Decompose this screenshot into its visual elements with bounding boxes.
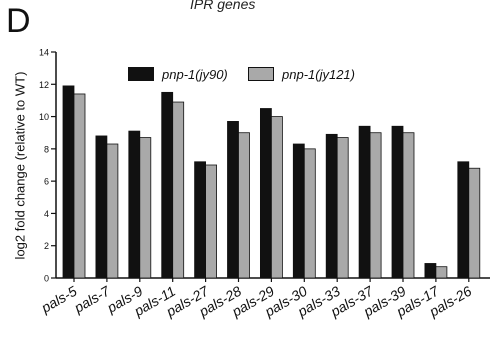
bar-1 — [424, 263, 437, 279]
bar-1 — [259, 108, 272, 279]
bar-2 — [270, 116, 283, 279]
bar-2 — [468, 167, 481, 279]
legend-item-series-2: pnp-1(jy121) — [248, 66, 355, 82]
bar-2 — [336, 137, 349, 279]
bar-2 — [139, 137, 152, 279]
bar-1 — [95, 135, 108, 279]
bar-1 — [161, 91, 174, 279]
bar-2 — [369, 132, 382, 279]
x-tick-label: pals-5 — [38, 283, 80, 317]
legend-label-series-1: pnp-1(jy90) — [162, 66, 228, 82]
bar-2 — [238, 132, 250, 279]
y-tick-label: 4 — [44, 209, 49, 219]
bar-1 — [292, 143, 305, 279]
bar-1 — [194, 161, 207, 279]
y-tick-label: 6 — [44, 177, 49, 187]
y-tick-label: 0 — [44, 274, 49, 284]
bar-2 — [172, 101, 185, 279]
bar-1 — [128, 130, 141, 279]
chart-title: IPR genes — [190, 0, 256, 12]
legend-item-series-1: pnp-1(jy90) — [128, 66, 228, 82]
bar-1 — [62, 85, 75, 279]
bar-2 — [205, 164, 218, 279]
bar-2 — [73, 93, 86, 279]
legend-label-series-2: pnp-1(jy121) — [282, 66, 355, 82]
y-axis-label: log2 fold change (relative to WT) — [12, 71, 28, 259]
bar-1 — [325, 133, 338, 279]
y-tick-label: 2 — [44, 241, 49, 251]
bar-2 — [303, 148, 316, 279]
bar-2 — [106, 143, 119, 279]
y-tick-label: 10 — [39, 112, 49, 122]
panel-letter: D — [6, 2, 31, 40]
bar-1 — [358, 125, 371, 279]
legend-swatch-series-1 — [128, 67, 154, 81]
bar-2 — [402, 132, 415, 279]
bar-2 — [435, 266, 448, 279]
bar-1 — [227, 121, 239, 279]
y-tick-label: 8 — [44, 144, 49, 154]
y-tick-label: 14 — [39, 48, 49, 58]
y-tick-label: 12 — [39, 80, 49, 90]
bar-1 — [391, 125, 404, 279]
bar-1 — [457, 161, 470, 279]
legend-swatch-series-2 — [248, 67, 274, 81]
